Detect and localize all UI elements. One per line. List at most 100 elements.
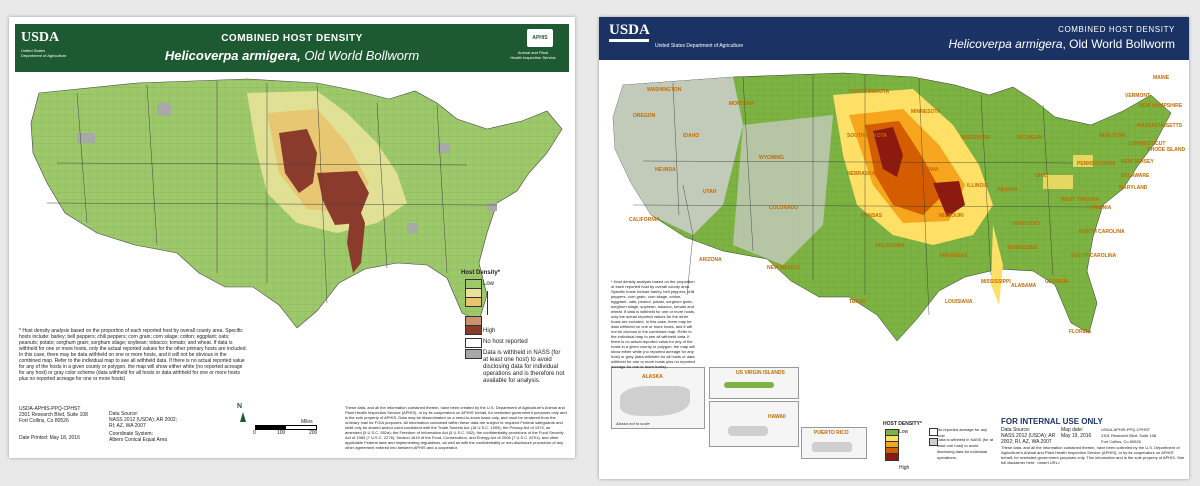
state-label: WEST VIRGINIA: [1061, 197, 1100, 203]
state-label: SOUTH CAROLINA: [1071, 253, 1117, 259]
right-header: USDA United States Department of Agricul…: [599, 17, 1189, 60]
aphis-logo: APHIS: [527, 29, 553, 47]
state-label: ARIZONA: [699, 257, 722, 263]
puerto-rico-shape: [812, 442, 852, 452]
right-legend-swatch: [929, 428, 938, 436]
state-label: MASSACHUSETTS: [1137, 123, 1183, 129]
alaska-shape: [620, 386, 690, 416]
virgin-islands-shape: [724, 382, 774, 388]
right-subtitle: Helicoverpa armigera, Old World Bollworm: [948, 37, 1175, 51]
right-footnote: * Host density analysis based on the pro…: [611, 279, 696, 369]
state-label: IDAHO: [683, 133, 700, 139]
state-label: NORTH CAROLINA: [1079, 229, 1125, 235]
left-address: USDA-APHIS-PPQ-CPHST 2301 Research Blvd,…: [19, 406, 88, 424]
scale-label-0: 0: [253, 430, 256, 436]
state-label: DELAWARE: [1121, 173, 1150, 179]
right-disclaimer: These data, and all the information cont…: [1001, 445, 1185, 465]
left-title: COMBINED HOST DENSITY: [221, 33, 363, 44]
state-label: NEBRASKA: [847, 171, 876, 177]
state-label: NORTH DAKOTA: [849, 89, 890, 95]
left-legend-title: Host Density*: [461, 270, 501, 276]
right-title: COMBINED HOST DENSITY: [1058, 25, 1175, 34]
right-usda-caption: United States Department of Agriculture: [655, 43, 744, 49]
state-label: VERMONT: [1125, 93, 1150, 99]
right-legend-title: HOST DENSITY*: [883, 421, 922, 427]
left-legend-swatch: [465, 338, 482, 348]
left-header: USDA United States Department of Agricul…: [15, 24, 569, 72]
state-label: MAINE: [1153, 75, 1170, 81]
left-legend-high: High: [483, 328, 496, 334]
left-subtitle: Helicoverpa armigera, Old World Bollworm: [164, 48, 420, 63]
state-label: TENNESSEE: [1007, 245, 1038, 251]
right-address: USDA-APHIS-PPQ-CPHST 2301 Research Blvd.…: [1101, 427, 1157, 444]
right-legend-swatch: [885, 453, 899, 461]
left-map-panel: USDA United States Department of Agricul…: [9, 17, 575, 458]
north-arrow-icon: N: [237, 403, 243, 410]
state-label: GEORGIA: [1045, 279, 1069, 285]
alaska-inset: ALASKA Alaska not to scale: [611, 367, 705, 429]
virgin-islands-label: US VIRGIN ISLANDS: [736, 370, 785, 376]
right-legend-no-host: No reported acreage for any host: [937, 427, 988, 438]
state-label: CONNECTICUT: [1129, 141, 1166, 147]
right-legend-withheld: Data is withheld in NASS (for at least o…: [937, 437, 994, 460]
scale-unit: Miles: [301, 419, 313, 425]
state-label: NEW HAMPSHIRE: [1139, 103, 1183, 109]
state-label: UTAH: [703, 189, 717, 195]
left-coord-system: Coordinate System: Albers Conical Equal …: [109, 431, 168, 443]
left-legend-low: Low: [483, 281, 495, 287]
state-label: NEW JERSEY: [1121, 159, 1154, 165]
state-label: LOUISIANA: [945, 299, 973, 305]
state-label: PENNSYLVANIA: [1077, 161, 1116, 167]
state-label: OKLAHOMA: [875, 243, 905, 249]
state-label: MARYLAND: [1119, 185, 1148, 191]
state-label: TEXAS: [849, 299, 866, 305]
internal-use-label: FOR INTERNAL USE ONLY: [1001, 417, 1103, 426]
left-legend-withheld: Data is withheld in NASS (for at least o…: [483, 350, 565, 384]
state-label: KANSAS: [861, 213, 883, 219]
right-map-panel: USDA United States Department of Agricul…: [599, 17, 1189, 479]
hawaii-label: HAWAII: [768, 414, 786, 420]
aphis-caption: Animal and Plant Health Inspection Servi…: [510, 50, 556, 60]
right-us-map: [612, 72, 1172, 342]
state-label: WASHINGTON: [647, 87, 682, 93]
state-label: IOWA: [925, 167, 939, 173]
state-label: SOUTH DAKOTA: [847, 133, 887, 139]
puerto-rico-inset: PUERTO RICO: [801, 427, 867, 459]
virgin-islands-inset: US VIRGIN ISLANDS: [709, 367, 799, 399]
right-legend-low: Low: [899, 429, 909, 435]
scale-label-100: 100: [277, 430, 286, 436]
state-label: WISCONSIN: [961, 135, 990, 141]
state-label: OHIO: [1035, 173, 1048, 179]
right-map-date: Map date: May 19, 2016: [1061, 427, 1092, 439]
hawaii-shape: [728, 426, 768, 436]
left-data-source: Data Source: NASS 2012 (USDA); AR 2002; …: [109, 411, 178, 429]
state-label: MISSISSIPPI: [981, 279, 1011, 285]
left-usda-caption: United States Department of Agriculture: [21, 48, 67, 58]
right-usda-logo: USDA: [609, 22, 650, 38]
state-label: ILLINOIS: [967, 183, 989, 189]
right-legend-swatch: [929, 438, 938, 446]
alaska-label: ALASKA: [642, 374, 663, 380]
state-label: VIRGINIA: [1089, 205, 1112, 211]
state-label: MONTANA: [729, 101, 755, 107]
state-label: INDIANA: [997, 187, 1018, 193]
left-us-map: [30, 78, 563, 329]
usda-underline: [609, 39, 649, 42]
left-date: Date Printed: May 18, 2016: [19, 435, 80, 441]
state-label: MICHIGAN: [1017, 135, 1043, 141]
state-label: NEW MEXICO: [767, 265, 800, 271]
state-label: CALIFORNIA: [629, 217, 660, 223]
state-label: ALABAMA: [1011, 283, 1037, 289]
state-label: OREGON: [633, 113, 656, 119]
state-label: ARKANSAS: [939, 253, 968, 259]
left-legend-swatch: [465, 325, 482, 335]
left-footnote: * Host density analysis based on the pro…: [19, 328, 247, 382]
left-legend-no-host: No host reported: [483, 339, 528, 345]
state-label: NEW YORK: [1099, 133, 1127, 139]
right-data-source: Data Source: NASS 2012 (USDA); AR 2002; …: [1001, 427, 1056, 445]
left-disclaimer: These data, and all the information cont…: [345, 405, 567, 450]
puerto-rico-label: PUERTO RICO: [814, 430, 849, 436]
state-label: KENTUCKY: [1013, 221, 1041, 227]
state-label: RHODE ISLAND: [1147, 147, 1186, 153]
state-label: NEVADA: [655, 167, 676, 173]
